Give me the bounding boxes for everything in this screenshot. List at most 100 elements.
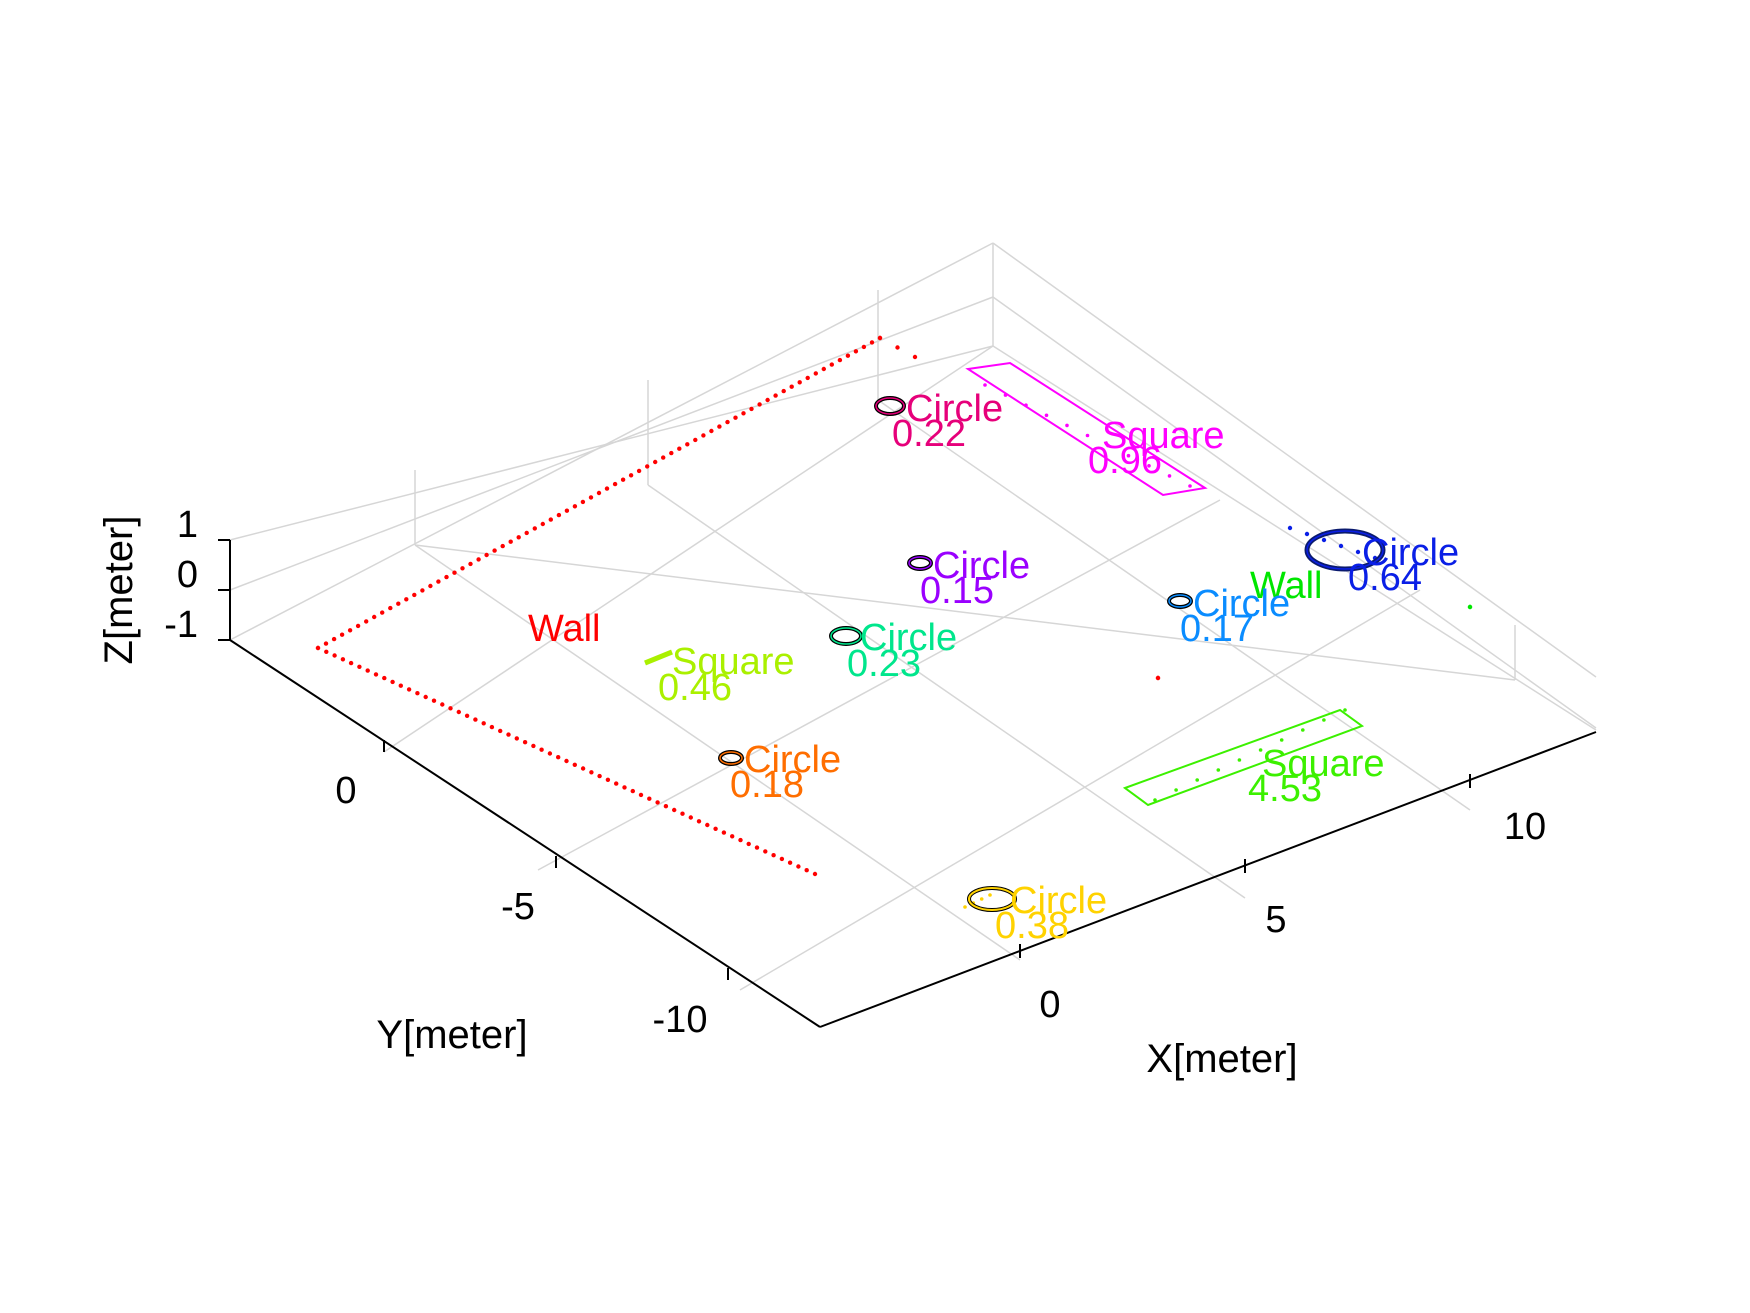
object-label: Circle xyxy=(1362,532,1459,574)
object-label: Circle xyxy=(860,617,957,659)
wall-point xyxy=(647,796,652,801)
wall-point xyxy=(423,694,428,700)
object-label: Circle xyxy=(1193,583,1290,625)
wall-point xyxy=(796,864,801,869)
wall-point xyxy=(725,419,730,425)
wall-point xyxy=(331,636,337,642)
y-axis-label: Y[meter] xyxy=(376,1013,527,1057)
wall-point xyxy=(1322,718,1326,722)
wall-point xyxy=(404,597,409,602)
wall-point xyxy=(564,758,569,764)
wall-point xyxy=(653,459,658,465)
wall-point xyxy=(1106,443,1110,448)
wall-point xyxy=(1258,748,1263,752)
wall-point xyxy=(440,702,445,707)
wall-point xyxy=(741,411,746,416)
wall-point xyxy=(1024,403,1028,408)
wall-point xyxy=(484,552,489,558)
wall-point xyxy=(669,450,674,456)
grid-line xyxy=(992,345,1597,731)
wall-point xyxy=(500,543,505,549)
wall-point xyxy=(456,709,461,715)
wall-point xyxy=(460,566,465,571)
wall-point xyxy=(415,691,420,696)
square-outline xyxy=(1122,708,1365,807)
wall-point xyxy=(829,362,834,367)
object-label: Circle xyxy=(906,388,1003,430)
wall-point xyxy=(357,664,362,669)
wall-point xyxy=(869,340,875,345)
grid-line xyxy=(992,242,1597,678)
wall-point xyxy=(481,721,486,726)
wall-point xyxy=(348,660,354,666)
wall-point xyxy=(1003,393,1008,397)
wall-point xyxy=(1167,474,1172,478)
wall-point xyxy=(622,785,627,790)
wall-point xyxy=(612,481,618,487)
wall-point xyxy=(895,345,900,350)
wall-point xyxy=(1343,708,1347,712)
object-value: 0.22 xyxy=(892,413,966,455)
wall-point xyxy=(588,495,594,500)
wall-point xyxy=(572,504,578,509)
object-label: Square xyxy=(672,641,795,683)
wall-point xyxy=(1237,758,1242,762)
wall-point xyxy=(1065,423,1069,428)
wall-point xyxy=(738,837,743,843)
wall-point xyxy=(548,517,553,522)
square-outline xyxy=(965,361,1208,497)
object-value: 4.53 xyxy=(1248,768,1322,810)
wall-point xyxy=(705,822,710,828)
wall-point xyxy=(1304,531,1310,537)
wall-point xyxy=(388,605,393,611)
wall-point xyxy=(412,592,417,598)
wall-point xyxy=(636,468,642,474)
object-value: 0.46 xyxy=(658,667,732,709)
wall-point xyxy=(596,490,602,496)
wall-point xyxy=(365,668,370,673)
wall-point xyxy=(315,645,321,651)
object-value: 0.18 xyxy=(730,764,804,806)
wall-point xyxy=(1321,537,1327,543)
wall-point xyxy=(1301,728,1305,732)
wall-point xyxy=(1467,604,1473,610)
wall-point xyxy=(364,619,369,624)
square-lime xyxy=(644,649,673,666)
wall-point xyxy=(323,641,329,646)
wall-point xyxy=(444,574,449,580)
wall-point xyxy=(420,588,425,593)
wall-point xyxy=(638,792,644,798)
wall-point xyxy=(572,762,577,767)
object-labels: Wall Circle 0.22 Square 0.96 Circle 0.64… xyxy=(528,388,1459,947)
wall-point xyxy=(781,388,786,394)
object-label: Wall xyxy=(528,608,600,650)
wall-point xyxy=(448,706,453,711)
wall-point xyxy=(861,344,867,350)
wall-point xyxy=(779,856,785,862)
z-tick-labels: 1 0 -1 xyxy=(164,504,198,646)
wall-point xyxy=(1216,768,1221,772)
wall-point xyxy=(773,393,778,398)
wall-point xyxy=(730,834,735,839)
wall-point xyxy=(604,486,610,491)
object-value: 0.23 xyxy=(847,643,921,685)
y-tick-label: -5 xyxy=(501,886,535,928)
wall-point xyxy=(771,853,776,858)
wall-point xyxy=(589,770,594,775)
grid-line xyxy=(414,544,1516,681)
wall-point xyxy=(663,804,669,809)
wall-point xyxy=(733,415,738,420)
wall-point xyxy=(605,777,611,782)
object-label: Circle xyxy=(1010,880,1107,922)
object-value: 0.15 xyxy=(920,570,994,612)
wall-point xyxy=(620,477,626,482)
wall-point xyxy=(680,811,685,816)
wall-point xyxy=(452,570,457,575)
wall-point xyxy=(912,354,918,360)
wall-point xyxy=(436,579,441,584)
z-axis-label: Z[meter] xyxy=(97,516,141,665)
wall-point xyxy=(655,800,660,805)
wall-point xyxy=(628,473,634,478)
wall-point xyxy=(332,653,337,658)
